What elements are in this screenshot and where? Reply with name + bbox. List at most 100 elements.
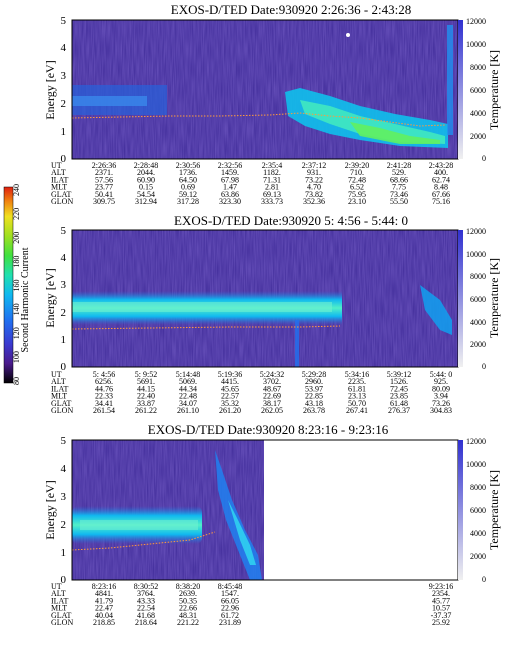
orbit-cell: 2:26:36 [92,161,116,170]
panel-2: EXOS-D/TED Date:930920 5: 4:56 - 5:44: 0… [43,213,501,415]
panel-3-y2-axis: 12000 10000 8000 6000 4000 2000 0 Temper… [458,437,501,584]
orbit-cell: 73.22 [305,175,323,184]
orbit-cell: 50.35 [179,596,197,605]
panel-2-ytick-3: 3 [61,279,67,291]
orbit-cell: 71.31 [263,175,281,184]
orbit-row-label: ALT [51,377,66,386]
orbit-row-label: UT [51,582,62,591]
colorbar-tick: 240 [12,184,21,196]
orbit-row-label: GLAT [51,190,72,199]
panel-1-ylabel: Energy [eV] [43,60,57,119]
orbit-cell: 0.15 [139,183,153,192]
orbit-cell: 2:30:56 [176,161,200,170]
orbit-cell: 2354. [432,589,450,598]
orbit-row-label: GLAT [51,399,72,408]
orbit-cell: 2:32:56 [218,161,242,170]
orbit-cell: 925. [434,377,448,386]
orbit-cell: 5:29:28 [302,370,326,379]
panel-1-ytick-1: 1 [61,126,67,138]
orbit-cell: 23.10 [348,197,366,206]
orbit-cell: 2:41:28 [387,161,411,170]
orbit-row-label: GLAT [51,611,72,620]
panel-2-temperature-trace [71,325,341,330]
panel-2-y2-axis: 12000 10000 8000 6000 4000 2000 0 Temper… [458,227,501,371]
colorbar-tick: 200 [12,232,21,244]
panel-3-y2tick-2: 4000 [470,529,486,538]
panel-3-title: EXOS-D/TED Date:930920 8:23:16 - 9:23:16 [148,422,389,437]
panel-3-ylabel: Energy [eV] [43,480,57,539]
orbit-cell: 1.47 [223,183,237,192]
orbit-cell: 400. [434,168,448,177]
orbit-cell: 44.15 [137,384,155,393]
orbit-cell: 2371. [95,168,113,177]
orbit-cell: 8:38:20 [176,582,200,591]
orbit-cell: 5069. [179,377,197,386]
orbit-cell: 43.33 [137,596,155,605]
panel-1-ytick-0: 0 [61,153,67,165]
panel-1-y2tick-4: 8000 [470,63,486,72]
orbit-cell: 45.77 [432,596,450,605]
orbit-cell: 22.40 [137,392,155,401]
panel-3-y2label: Temperature [K] [487,470,501,550]
orbit-cell: 66.05 [221,596,239,605]
orbit-cell: 3702. [263,377,281,386]
orbit-cell: 2044. [137,168,155,177]
panel-2-title: EXOS-D/TED Date:930920 5: 4:56 - 5:44: 0 [174,213,408,228]
orbit-cell: 43.18 [305,399,323,408]
panel-1-title: EXOS-D/TED Date:930920 2:26:36 - 2:43:28 [171,2,411,17]
orbit-cell: 22.54 [137,604,155,613]
orbit-cell: 6256. [95,377,113,386]
orbit-cell: 5:44: 0 [430,370,452,379]
panel-1-y2label: Temperature [K] [487,50,501,130]
orbit-cell: 218.85 [93,618,115,627]
orbit-cell: 80.09 [432,384,450,393]
orbit-cell: 231.89 [219,618,241,627]
orbit-row-label: UT [51,370,62,379]
orbit-cell: 4841. [95,589,113,598]
orbit-cell: 22.33 [95,392,113,401]
orbit-cell: 23.13 [348,392,366,401]
orbit-row-label: ILAT [51,384,68,393]
orbit-cell: 2:28:48 [134,161,158,170]
colorbar-tick: 120 [12,327,21,339]
orbit-cell: 73.82 [305,190,323,199]
orbit-cell: 1459. [221,168,239,177]
orbit-cell: 48.67 [263,384,281,393]
orbit-cell: 276.37 [388,406,410,415]
orbit-cell: 267.41 [346,406,368,415]
orbit-row-label: GLON [51,197,73,206]
panel-3-y-axis: 5 4 3 2 1 0 Energy [eV] [43,435,67,586]
panel-1-y2tick-1: 2000 [470,132,486,141]
orbit-cell: 22.69 [263,392,281,401]
orbit-cell: 710. [350,168,364,177]
orbit-cell: 72.48 [348,175,366,184]
panel-1-orbit-table: UT 2:26:36 2:28:48 2:30:56 2:32:56 2:35:4 2:37… [51,161,453,206]
orbit-cell: 2639. [179,589,197,598]
panel-1-temp-scale [458,20,463,159]
orbit-cell: 34.07 [179,399,197,408]
orbit-cell: 34.41 [95,399,113,408]
panel-3-y2tick-4: 8000 [470,483,486,492]
orbit-cell: 1736. [179,168,197,177]
orbit-cell: 22.96 [221,604,239,613]
panel-2-ytick-4: 4 [61,252,67,264]
orbit-cell: 10.57 [432,604,450,613]
orbit-cell: 38.17 [263,399,281,408]
orbit-cell: 22.85 [305,392,323,401]
orbit-cell: 261.20 [219,406,241,415]
orbit-cell: 23.85 [390,392,408,401]
panel-1-ytick-5: 5 [61,15,67,27]
panel-2-y2tick-1: 2000 [470,340,486,349]
orbit-cell: 55.50 [390,197,408,206]
panel-1-y2tick-3: 6000 [470,86,486,95]
orbit-row-label: MLT [51,392,67,401]
orbit-cell: 50.70 [348,399,366,408]
orbit-cell: 261.22 [135,406,157,415]
panel-2-plot-area [71,229,459,368]
orbit-cell: 50.41 [95,190,113,199]
panel-1: EXOS-D/TED Date:930920 2:26:36 - 2:43:28… [43,2,501,206]
panel-2-y2tick-6: 12000 [466,227,486,236]
orbit-cell: 5: 9:52 [135,370,157,379]
panel-2-y2tick-4: 8000 [470,272,486,281]
